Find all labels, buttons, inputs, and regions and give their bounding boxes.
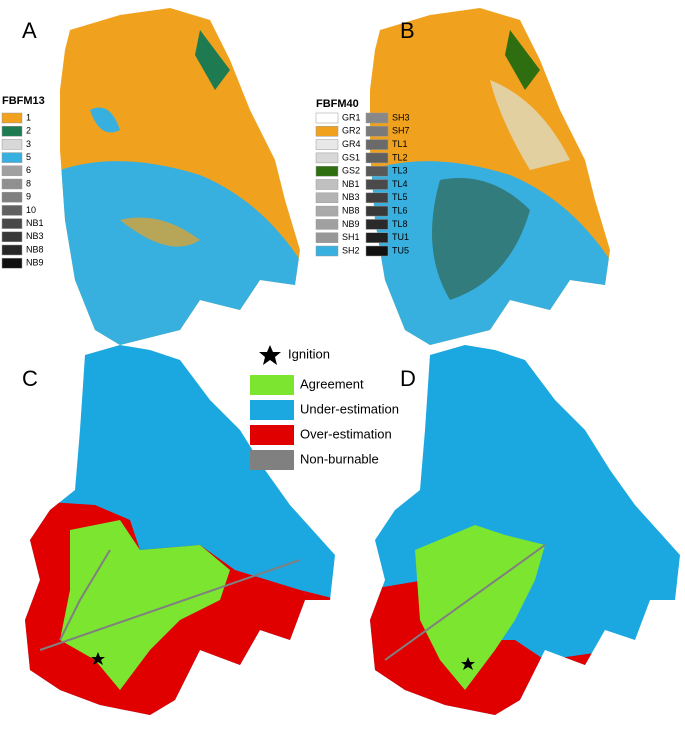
legend-swatch [365, 152, 389, 164]
legend-label: TU1 [392, 232, 409, 242]
legend-label: Ignition [288, 346, 330, 361]
legend-swatch [365, 245, 389, 257]
legend-label: 6 [26, 165, 31, 175]
legend-swatch [315, 165, 339, 177]
legend-label: TU5 [392, 245, 409, 255]
legend-swatch [1, 125, 23, 137]
legend-label: Over-estimation [300, 426, 392, 441]
legend-swatch [365, 232, 389, 243]
legend-label: GR2 [342, 126, 361, 136]
panel-letter: B [400, 18, 415, 43]
legend-label: TL6 [392, 205, 408, 215]
legend-label: SH7 [392, 126, 410, 136]
legend-swatch [1, 205, 23, 216]
map-d [370, 345, 680, 715]
legend-label: SH3 [392, 112, 410, 122]
legend-swatch [315, 232, 339, 243]
legend-swatch [365, 205, 389, 217]
legend-swatch [250, 400, 294, 420]
legend-label: TL8 [392, 219, 408, 229]
legend-swatch [1, 257, 23, 269]
legend-swatch [365, 126, 389, 137]
panel-letter: D [400, 366, 416, 391]
legend-swatch [1, 178, 23, 190]
legend-swatch [365, 179, 389, 190]
legend-swatch [315, 245, 339, 257]
legend-label: SH2 [342, 245, 360, 255]
legend-label: Non-burnable [300, 451, 379, 466]
panel-letter: A [22, 18, 37, 43]
panel-letter: C [22, 366, 38, 391]
legend-label: SH1 [342, 232, 360, 242]
legend-label: 9 [26, 192, 31, 202]
legend-label: NB3 [342, 192, 360, 202]
legend-swatch [365, 112, 389, 124]
legend-swatch [1, 152, 23, 163]
legend-label: GS2 [342, 166, 360, 176]
legend-swatch [250, 450, 294, 470]
legend-label: 10 [26, 205, 36, 215]
legend-swatch [1, 112, 23, 124]
legend-swatch [315, 205, 339, 217]
map-a [60, 8, 300, 345]
legend-label: GR1 [342, 112, 361, 122]
legend-swatch [315, 126, 339, 137]
legend-swatch [1, 139, 23, 150]
ignition-star [259, 345, 281, 365]
legend-swatch [315, 112, 339, 124]
legend-label: NB8 [342, 205, 360, 215]
legend-label: TL4 [392, 179, 408, 189]
legend-swatch [1, 191, 23, 203]
legend-label: TL2 [392, 152, 408, 162]
legend-label: NB1 [342, 179, 360, 189]
legend-label: TL3 [392, 166, 408, 176]
legend-swatch [1, 231, 23, 243]
legend-swatch [365, 139, 389, 150]
legend-swatch [315, 152, 339, 164]
legend-label: TL5 [392, 192, 408, 202]
legend-swatch [250, 375, 294, 395]
legend-label: NB3 [26, 231, 44, 241]
legend-label: 1 [26, 112, 31, 122]
legend-label: Under-estimation [300, 401, 399, 416]
legend-label: TL1 [392, 139, 408, 149]
legend-swatch [315, 192, 339, 204]
legend-label: 2 [26, 126, 31, 136]
map-b [370, 8, 610, 345]
legend-swatch [365, 219, 389, 230]
legend-swatch [315, 139, 339, 150]
legend-label: GS1 [342, 152, 360, 162]
legend-label: NB9 [26, 258, 44, 268]
legend-label: 8 [26, 178, 31, 188]
legend-swatch [365, 165, 389, 177]
legend-swatch [1, 165, 23, 177]
legend-swatch [1, 244, 23, 256]
legend-swatch [250, 425, 294, 445]
legend-swatch [365, 192, 389, 204]
legend-label: NB9 [342, 219, 360, 229]
legend-swatch [315, 179, 339, 190]
legend-title: FBFM13 [2, 95, 45, 107]
legend-label: NB1 [26, 218, 44, 228]
legend-label: GR4 [342, 139, 361, 149]
legend-label: NB8 [26, 244, 44, 254]
legend-label: Agreement [300, 376, 364, 391]
legend-label: 3 [26, 139, 31, 149]
legend-swatch [315, 219, 339, 230]
legend-swatch [1, 218, 23, 229]
legend-label: 5 [26, 152, 31, 162]
legend-title: FBFM40 [316, 98, 359, 110]
